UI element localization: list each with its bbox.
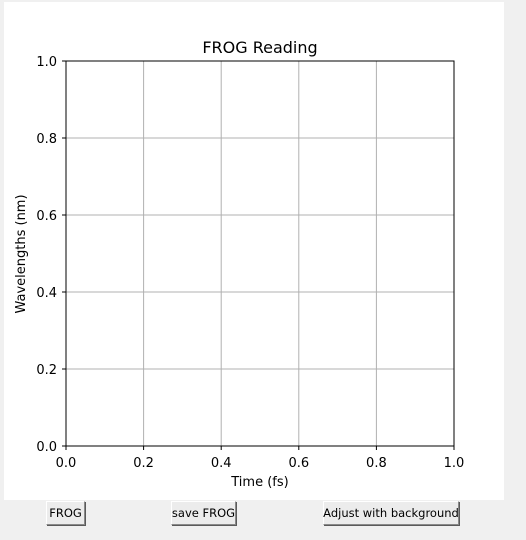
axis-ticks: 0.0 0.2 0.4 0.6 0.8 1.0 0.0 0.2 0.4 0.6 0.8 1.0 — [36, 55, 464, 471]
y-tick-label: 0.8 — [36, 132, 57, 147]
y-tick-label: 0.2 — [36, 363, 57, 378]
y-tick-label: 1.0 — [36, 55, 57, 70]
frog-plot: FROG Reading 0.0 0.2 0.4 0.6 0.8 1.0 0.0 0.2 0.4… — [14, 38, 464, 490]
x-tick-label: 0.2 — [133, 456, 154, 471]
grid-lines — [65, 60, 455, 447]
save-frog-button[interactable]: save FROG — [171, 501, 236, 525]
y-axis-label: Wavelengths (nm) — [14, 194, 29, 313]
chart-title: FROG Reading — [202, 38, 317, 57]
x-tick-label: 0.6 — [288, 456, 309, 471]
y-tick-label: 0.0 — [36, 440, 57, 455]
y-tick-label: 0.6 — [36, 209, 57, 224]
x-tick-label: 0.0 — [56, 456, 77, 471]
x-tick-label: 0.8 — [366, 456, 387, 471]
y-tick-label: 0.4 — [36, 286, 57, 301]
figure-canvas — [4, 2, 504, 500]
plot-area-frame — [65, 60, 455, 447]
x-axis-label: Time (fs) — [230, 475, 288, 490]
x-tick-label: 1.0 — [444, 456, 465, 471]
x-tick-label: 0.4 — [211, 456, 232, 471]
adjust-background-button[interactable]: Adjust with background — [323, 501, 459, 525]
frog-button[interactable]: FROG — [46, 501, 85, 525]
